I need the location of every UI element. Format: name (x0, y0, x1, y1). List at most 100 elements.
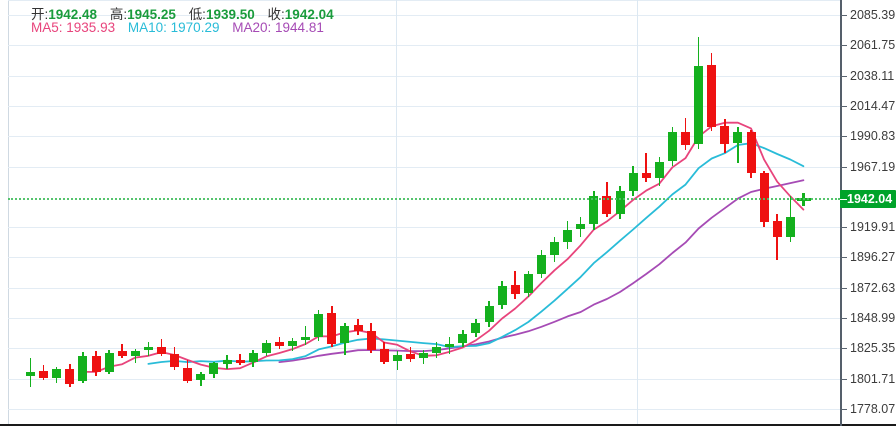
candle-body (602, 195, 612, 215)
right-axis-line (840, 0, 842, 426)
candle-body (681, 131, 690, 146)
gridline-v (637, 0, 638, 424)
price-axis-tick (840, 257, 847, 259)
gridline-h (8, 227, 840, 229)
candle-body (392, 355, 402, 361)
gridline-h (8, 348, 840, 350)
ma10-label: MA10: (127, 20, 167, 35)
ma5-line (82, 121, 805, 373)
candle-body (759, 172, 769, 222)
candle-body (353, 325, 363, 332)
candle-body (366, 330, 376, 350)
candle-wick (239, 353, 241, 366)
candle-body (196, 373, 206, 381)
open-value: 1942.48 (48, 7, 98, 22)
candle-body (654, 161, 664, 178)
candle-wick (121, 344, 123, 358)
candle-body (91, 355, 101, 373)
price-axis-label: 2014.47 (850, 99, 896, 113)
candle-body (641, 172, 651, 179)
candle-body (274, 342, 284, 347)
price-axis-label: 2038.11 (850, 68, 895, 83)
candle-body (261, 342, 271, 353)
candle-body (26, 372, 35, 376)
gridline-h (8, 166, 840, 168)
gridline-v (396, 0, 397, 424)
candle-body (772, 221, 782, 238)
candle-body (510, 285, 520, 294)
chart-legend: 开:1942.48 高:1945.25 低:1939.50 收:1942.04 … (0, 0, 896, 40)
price-axis-tick (840, 318, 847, 319)
candle-body (379, 349, 389, 362)
candle-body (563, 229, 573, 242)
candle-body (248, 352, 258, 363)
ma20-line (278, 179, 805, 363)
price-axis-tick (840, 166, 847, 168)
candle-wick (776, 214, 778, 261)
gridline-h (8, 15, 840, 17)
candle-body (720, 126, 730, 144)
ma5-label: MA5: (31, 20, 63, 35)
candle-body (497, 285, 507, 306)
left-axis-line (8, 0, 9, 424)
price-axis-label: 1801.71 (850, 371, 896, 386)
candle-wick (737, 127, 739, 163)
candle-body (589, 196, 599, 224)
price-axis-label: 1872.63 (850, 280, 896, 295)
ohlc-legend-row: 开:1942.48 高:1945.25 低:1939.50 收:1942.04 (31, 3, 334, 23)
last-price-badge[interactable]: 1942.04 (840, 189, 896, 208)
gridline-h (8, 0, 840, 1)
high-label: 高: (109, 7, 128, 22)
price-axis-tick (840, 15, 847, 17)
last-price-tick (840, 198, 847, 200)
price-axis-tick (840, 136, 847, 138)
candle-body (615, 191, 625, 214)
candle-body (471, 323, 481, 334)
candle-body (458, 334, 468, 343)
price-axis-tick (840, 348, 847, 350)
candle-body (445, 343, 455, 348)
price-axis-label: 1825.35 (850, 341, 896, 356)
price-axis-tick (840, 106, 847, 107)
gridline-h (8, 318, 840, 319)
close-value: 1942.04 (284, 7, 334, 22)
candle-wick (645, 152, 647, 183)
price-axis[interactable]: 2085.39 2061.75 2038.11 2014.47 1990.83 1967.… (840, 0, 896, 428)
candle-body (746, 131, 756, 174)
candle-body (157, 347, 166, 354)
candle-body (707, 64, 717, 128)
price-axis-label: 1778.07 (850, 401, 896, 416)
candle-body (536, 255, 546, 274)
low-label: 低: (188, 7, 206, 22)
bottom-axis-line (0, 424, 896, 426)
price-axis-tick (840, 408, 847, 410)
ma20-label: MA20: (232, 20, 272, 35)
price-axis-tick (840, 75, 847, 77)
close-label: 收: (267, 7, 285, 22)
candle-body (667, 132, 677, 162)
price-axis-tick (840, 227, 847, 229)
gridline-h (8, 75, 840, 77)
candle-wick (514, 270, 516, 299)
candle-wick (29, 357, 32, 388)
candle-body (170, 353, 180, 368)
gridline-h (8, 287, 840, 289)
price-axis-label: 1919.91 (850, 220, 896, 235)
candle-wick (396, 351, 399, 371)
low-value: 1939.50 (205, 7, 255, 22)
candle-body (209, 363, 219, 375)
gridline-h (8, 378, 840, 380)
candle-body (576, 224, 586, 229)
candle-body (143, 347, 153, 350)
candle-body (52, 368, 62, 379)
candle-body (301, 337, 311, 341)
gridline-h (8, 106, 840, 107)
candle-body (694, 65, 704, 145)
candle-body (550, 242, 559, 255)
candle-wick (409, 347, 412, 362)
candle-body (39, 370, 49, 379)
candle-body (235, 359, 245, 363)
price-axis-tick (840, 45, 847, 47)
